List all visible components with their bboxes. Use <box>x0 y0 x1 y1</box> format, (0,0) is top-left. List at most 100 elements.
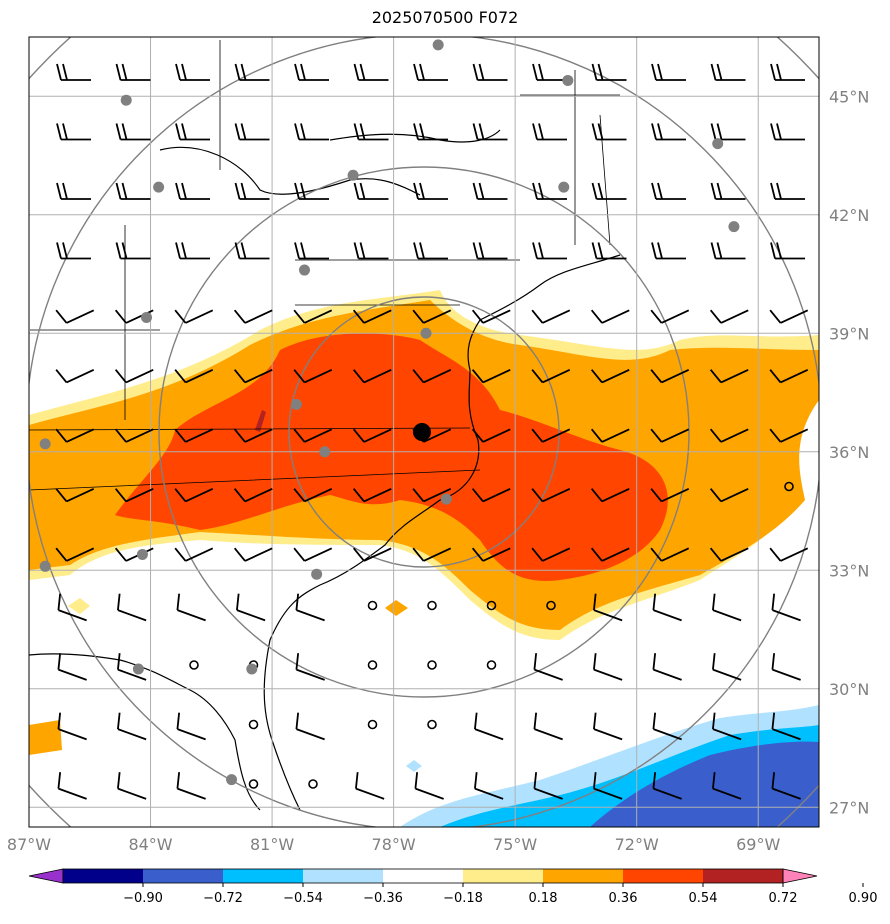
colorbar: −0.90 −0.72 −0.54 −0.36 −0.18 0.18 0.36 0.54 0.7… <box>28 868 877 906</box>
calm-wind-marker <box>427 660 437 670</box>
wind-barb <box>710 182 746 200</box>
wind-barb <box>412 309 452 324</box>
wind-barb <box>293 547 333 562</box>
wind-barb <box>174 368 214 384</box>
center-marker <box>412 423 431 441</box>
wind-barb <box>412 368 452 384</box>
anomaly-fill-bluedot <box>406 760 422 772</box>
wind-barb <box>295 712 325 741</box>
lon-label: 72°W <box>615 835 659 854</box>
wind-barb <box>114 368 154 384</box>
wind-barb <box>353 182 389 200</box>
wind-barb <box>174 428 214 443</box>
wind-barb <box>590 309 630 324</box>
wind-barb <box>533 772 563 800</box>
anomaly-fill-smalldiamond <box>68 598 90 614</box>
wind-barb <box>769 368 809 384</box>
calm-wind-marker <box>486 660 497 670</box>
colorbar-tick-label: −0.90 <box>123 891 163 906</box>
wind-barb <box>532 182 567 200</box>
colorbar-segment <box>543 869 623 883</box>
wind-barb <box>651 63 686 81</box>
wind-barb <box>352 368 392 384</box>
wind-barb <box>175 242 210 260</box>
wind-barb <box>412 487 452 503</box>
wind-barb <box>56 63 91 81</box>
wind-barb <box>472 182 508 200</box>
wind-barb <box>710 63 746 81</box>
wind-barb <box>176 712 206 741</box>
wind-barb <box>55 487 95 503</box>
wind-barb <box>352 547 392 562</box>
wind-barb <box>413 242 448 260</box>
wind-barb <box>590 428 630 443</box>
wind-barb <box>651 242 686 260</box>
wind-barb <box>414 772 444 800</box>
wind-barb <box>471 368 511 384</box>
wind-barb <box>709 309 749 324</box>
colorbar-tick-label: 0.54 <box>689 891 718 906</box>
wind-barb <box>770 63 805 81</box>
wind-barb <box>531 309 571 324</box>
anomaly-fill-diamond <box>385 600 408 616</box>
wind-barb <box>709 368 749 384</box>
lon-label: 84°W <box>128 835 172 854</box>
wind-barb <box>174 547 214 562</box>
wind-barb <box>531 487 571 503</box>
wind-barb <box>413 182 448 200</box>
calm-wind-marker <box>367 660 378 670</box>
wind-barb <box>710 242 746 260</box>
colorbar-tick-label: −0.18 <box>443 891 483 906</box>
wind-barb <box>234 182 270 200</box>
lat-label: 27°N <box>829 798 869 817</box>
wind-barb <box>472 242 508 260</box>
colorbar-segment <box>703 869 783 883</box>
calm-wind-marker <box>427 719 437 730</box>
wind-barb <box>176 772 206 800</box>
station-marker <box>562 74 574 86</box>
wind-barb <box>114 487 154 503</box>
wind-barb <box>353 63 389 81</box>
wind-barb <box>115 182 151 200</box>
wind-barb <box>472 63 508 81</box>
station-marker <box>311 568 323 580</box>
wind-barb <box>474 712 504 741</box>
colorbar-segment <box>463 869 543 883</box>
colorbar-segment <box>143 869 223 883</box>
lat-label: 42°N <box>829 206 869 225</box>
wind-barb <box>651 123 686 141</box>
wind-barb <box>531 368 571 384</box>
wind-barb <box>650 309 690 324</box>
wind-barb <box>176 593 206 622</box>
wind-barb <box>353 242 389 260</box>
wind-barb <box>590 368 630 384</box>
wind-barb <box>56 242 91 260</box>
calm-wind-marker <box>248 719 259 730</box>
range-ring-2 <box>158 166 690 698</box>
wind-barb <box>770 123 805 141</box>
lon-label: 75°W <box>493 835 537 854</box>
wind-barb <box>293 368 333 384</box>
wind-barb <box>709 428 749 443</box>
station-marker <box>132 663 144 675</box>
station-marker <box>420 327 432 339</box>
station-marker <box>432 39 444 51</box>
wind-barb <box>115 242 151 260</box>
stations <box>39 39 740 786</box>
wind-barb <box>593 772 623 800</box>
wind-barb <box>117 772 147 800</box>
wind-barb <box>712 593 742 622</box>
station-marker <box>347 169 359 181</box>
wind-barb <box>56 182 91 200</box>
wind-barb <box>413 63 448 81</box>
wind-barb <box>55 428 95 443</box>
wind-barb <box>710 123 746 141</box>
wind-barb <box>117 593 147 622</box>
wind-barb <box>652 772 682 800</box>
east-coast-line <box>263 254 621 811</box>
wind-barb <box>174 309 214 324</box>
wind-barb <box>591 63 627 81</box>
wind-barb <box>533 712 563 741</box>
wind-barb <box>652 593 682 622</box>
